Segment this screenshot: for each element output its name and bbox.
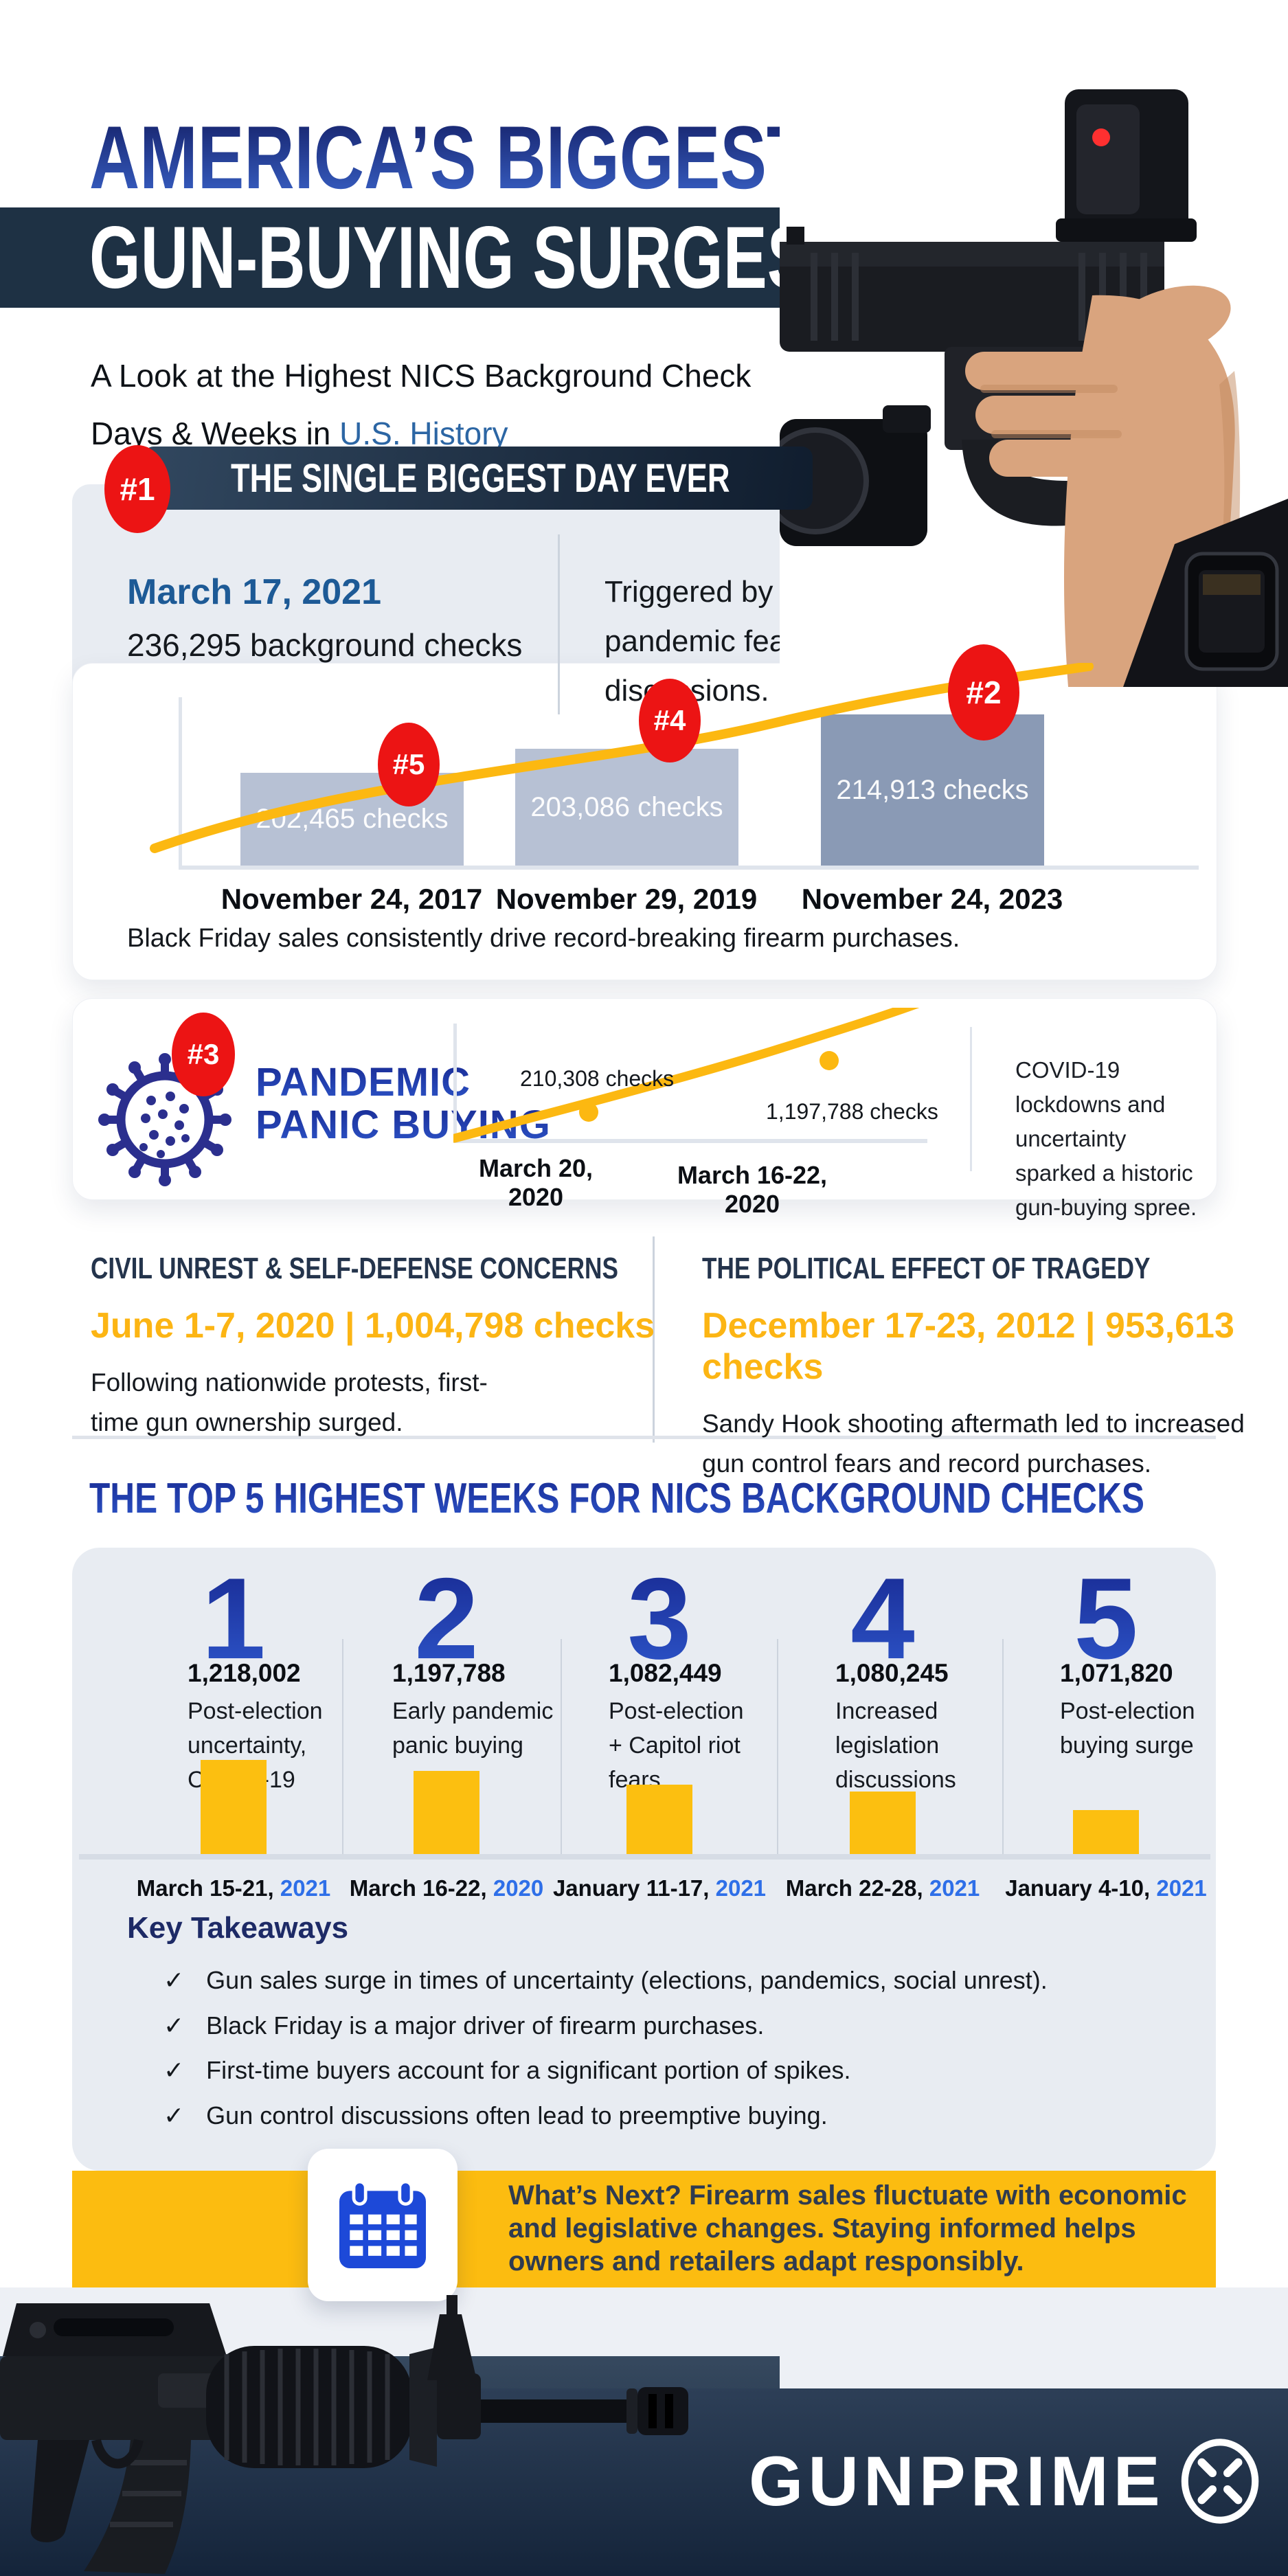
takeaway-item-1: ✓ Gun sales surge in times of uncertainty… [163, 1966, 1048, 1994]
bf-date-2019: November 29, 2019 [495, 883, 758, 915]
top5-divider-2 [561, 1639, 562, 1854]
takeaway-item-4: ✓ Gun control discussions often lead to p… [163, 2101, 828, 2129]
pandemic-heading-line1: PANDEMIC [256, 1061, 551, 1104]
biggest-day-divider [558, 534, 560, 714]
event-tragedy-description: Sandy Hook shooting aftermath led to inc… [702, 1410, 1245, 1478]
top5-rank-2: 2 [371, 1561, 522, 1676]
event-tragedy-heading: THE POLITICAL EFFECT OF TRAGEDY [702, 1252, 1151, 1285]
takeaway-item-3: ✓ First-time buyers account for a signifi… [163, 2056, 851, 2084]
biggest-day-value: 236,295 background checks [127, 627, 523, 663]
check-icon: ✓ [163, 1966, 185, 1994]
top5-divider-4 [1002, 1639, 1004, 1854]
check-icon: ✓ [163, 2011, 185, 2040]
top5-desc-5: Post-election buying surge [1060, 1698, 1195, 1759]
rank-1-badge: #1 [104, 445, 170, 533]
bf-bar-2023: 214,913 checks [821, 714, 1044, 866]
pandemic-card [72, 998, 1217, 1200]
top5-value-3: 1,082,449 [609, 1659, 722, 1687]
events-bottom-rule [72, 1436, 1216, 1439]
takeaway-item-2: ✓ Black Friday is a major driver of firea… [163, 2011, 765, 2040]
top5-date-2: March 16-22, 2020 [349, 1875, 544, 1901]
pd-point1-label: 210,308 checks [520, 1066, 675, 1091]
page-title-line1: AMERICA’S BIGGEST [89, 107, 809, 207]
top5-desc-2: Early pandemic panic buying [392, 1698, 554, 1759]
top5-value-2: 1,197,788 [392, 1659, 506, 1687]
top5-value-4: 1,080,245 [835, 1659, 949, 1687]
top5-desc-4: Increased legislation discussions [835, 1698, 956, 1793]
events-divider [653, 1236, 655, 1443]
top5-divider-3 [777, 1639, 778, 1854]
top5-divider-1 [342, 1639, 343, 1854]
whats-next-banner [72, 2171, 1216, 2287]
takeaways-heading: Key Takeaways [127, 1911, 349, 1945]
footer-logo: GUNPRIME [749, 2437, 1264, 2525]
whats-next-text: What’s Next? Firearm sales fluctuate wit… [508, 2180, 1187, 2276]
subtitle: A Look at the Highest NICS Background Ch… [91, 347, 751, 462]
top5-heading: THE TOP 5 HIGHEST WEEKS FOR NICS BACKGRO… [89, 1475, 1144, 1522]
single-biggest-day-heading: THE SINGLE BIGGEST DAY EVER [231, 455, 730, 501]
rank-4-badge: #4 [639, 679, 701, 762]
pd-point2-label: 1,197,788 checks [766, 1099, 938, 1124]
calendar-icon [339, 2179, 426, 2268]
top5-desc-3: Post-election + Capitol riot fears [609, 1698, 744, 1793]
bf-y-axis [179, 697, 182, 869]
top5-bar-3 [626, 1785, 692, 1854]
bf-x-axis [179, 866, 1199, 870]
pistol-illustration [762, 89, 1288, 687]
pd-description: COVID-19 lockdowns and uncertainty spark… [1015, 1057, 1197, 1220]
top5-value-1: 1,218,002 [188, 1659, 301, 1687]
event-civil-heading: CIVIL UNREST & SELF-DEFENSE CONCERNS [91, 1252, 618, 1285]
top5-bar-2 [414, 1771, 479, 1854]
pandemic-heading: PANDEMIC PANIC BUYING [256, 1061, 551, 1146]
rifle-illustration [0, 2295, 688, 2574]
bf-caption: Black Friday sales consistently drive re… [127, 924, 960, 953]
pd-y-axis [453, 1024, 457, 1142]
bf-bar-2019: 203,086 checks [515, 749, 738, 866]
check-icon: ✓ [163, 2056, 185, 2084]
calendar-card [308, 2149, 457, 2301]
event-tragedy-stat: December 17-23, 2012 | 953,613 checks [702, 1306, 1234, 1387]
top5-date-5: January 4-10, 2021 [1005, 1875, 1207, 1901]
bf-date-2017: November 24, 2017 [221, 883, 483, 915]
check-icon: ✓ [163, 2101, 185, 2129]
top5-rank-1: 1 [158, 1561, 309, 1676]
pd-x-axis [453, 1139, 927, 1143]
biggest-day-date: March 17, 2021 [127, 572, 382, 612]
page-title-line2: GUN-BUYING SURGES [89, 209, 811, 307]
event-tragedy: THE POLITICAL EFFECT OF TRAGEDY December… [702, 1252, 1288, 1484]
pd-date2: March 16-22, 2020 [677, 1161, 828, 1218]
event-civil-unrest: CIVIL UNREST & SELF-DEFENSE CONCERNS Jun… [91, 1252, 750, 1443]
bf-date-2023: November 24, 2023 [801, 883, 1063, 915]
single-biggest-day-header-bar: THE SINGLE BIGGEST DAY EVER [143, 447, 813, 510]
brand-wordmark: GUNPRIME [749, 2441, 1165, 2520]
hand-pistol-photo [762, 0, 1288, 687]
top5-value-5: 1,071,820 [1060, 1659, 1173, 1687]
pd-divider [970, 1027, 972, 1171]
rank-3-badge: #3 [172, 1013, 235, 1096]
subtitle-line1: A Look at the Highest NICS Background Ch… [91, 358, 752, 394]
top5-bar-1 [201, 1760, 267, 1854]
top5-axis [79, 1854, 1210, 1860]
rank-2-badge: #2 [948, 644, 1019, 741]
top5-rank-4: 4 [807, 1561, 958, 1676]
pd-line-chart [453, 1008, 920, 1143]
top5-date-4: March 22-28, 2021 [785, 1875, 980, 1901]
brand-crosshair-icon [1181, 2439, 1258, 2524]
top5-date-3: January 11-17, 2021 [552, 1875, 767, 1901]
top5-date-1: March 15-21, 2021 [136, 1875, 331, 1901]
rank-5-badge: #5 [378, 723, 440, 806]
event-civil-description: Following nationwide protests, first-tim… [91, 1368, 488, 1436]
subtitle-accent: U.S. History [339, 416, 508, 451]
top5-bar-5 [1073, 1810, 1139, 1854]
event-civil-stat: June 1-7, 2020 | 1,004,798 checks [91, 1306, 655, 1346]
pd-date1: March 20, 2020 [478, 1154, 594, 1211]
top5-rank-3: 3 [584, 1561, 735, 1676]
top5-bar-4 [850, 1792, 916, 1854]
virus-icon [98, 1053, 231, 1186]
top5-rank-5: 5 [1030, 1561, 1182, 1676]
